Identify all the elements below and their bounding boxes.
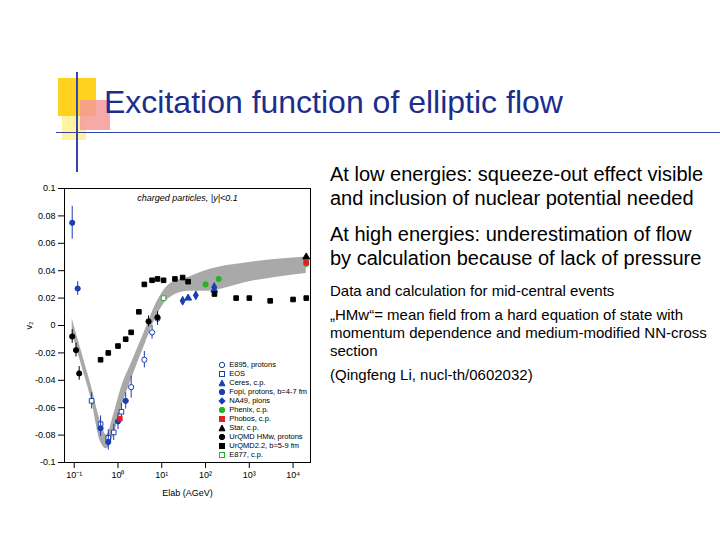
svg-text:10⁰: 10⁰: [111, 470, 124, 480]
svg-text:10⁴: 10⁴: [286, 470, 300, 480]
svg-text:10³: 10³: [243, 470, 256, 480]
svg-text:0.1: 0.1: [43, 183, 56, 193]
html-text:Fopi, protons, b=4-7 fm: Fopi, protons, b=4-7 fm: [229, 386, 307, 396]
svg-text:10¹: 10¹: [155, 470, 168, 480]
html-text:„HMw“= mean field from a hard: „HMw“= mean field from a hard equation o…: [330, 306, 707, 359]
html-text:Data and calculation for mid-c: Data and calculation for mid-central eve…: [330, 282, 615, 299]
html-text:Phobos, c.p.: Phobos, c.p.: [229, 413, 271, 423]
svg-text:0: 0: [50, 320, 55, 330]
svg-text:0.06: 0.06: [38, 238, 56, 248]
svg-text:0.04: 0.04: [38, 266, 56, 276]
svg-text:-0.06: -0.06: [35, 403, 56, 413]
html-text:E877, c.p.: E877, c.p.: [229, 450, 263, 459]
html-text:Star, c.p.: Star, c.p.: [229, 422, 259, 432]
html-text:UrQMD2.2, b=5-9 fm: UrQMD2.2, b=5-9 fm: [229, 441, 300, 450]
svg-text:-0.04: -0.04: [35, 375, 56, 385]
svg-text:v₂: v₂: [24, 321, 34, 330]
svg-text:0.02: 0.02: [38, 293, 56, 303]
html-text:At high energies: underestimat: At high energies: underestimation of flo…: [330, 223, 702, 269]
html-text:NA49, pions: NA49, pions: [229, 395, 271, 405]
html-text:Excitation function of ellipti: Excitation function of elliptic flow: [104, 84, 563, 120]
svg-text:-0.1: -0.1: [40, 457, 56, 467]
html-text:At low energies: squeeze-out e: At low energies: squeeze-out effect visi…: [330, 163, 704, 209]
svg-text:-0.08: -0.08: [35, 430, 56, 440]
svg-text:0.08: 0.08: [38, 211, 56, 221]
html-text:(Qingfeng Li, nucl-th/0602032): (Qingfeng Li, nucl-th/0602032): [330, 366, 533, 383]
svg-text:10⁻¹: 10⁻¹: [66, 470, 82, 480]
html-text:EOS: EOS: [229, 368, 246, 378]
html-text:E895, protons: E895, protons: [229, 359, 276, 369]
html-text:Phenix, c.p.: Phenix, c.p.: [229, 404, 269, 414]
svg-text:Elab (AGeV): Elab (AGeV): [162, 488, 213, 498]
svg-text:10²: 10²: [199, 470, 212, 480]
svg-text:-0.02: -0.02: [35, 348, 56, 358]
svg-text:charged particles, |y|<0.1: charged particles, |y|<0.1: [137, 193, 237, 203]
html-text:UrQMD HMw, protons: UrQMD HMw, protons: [229, 432, 303, 441]
html-text:Ceres, c.p.: Ceres, c.p.: [229, 377, 266, 387]
